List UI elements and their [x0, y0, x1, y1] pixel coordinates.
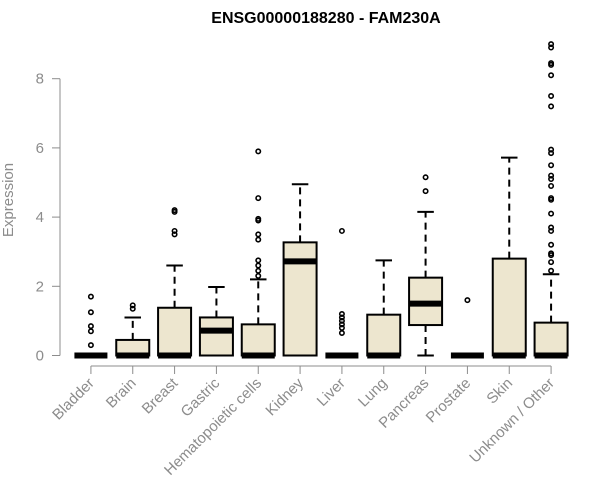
outlier-point [171, 207, 178, 214]
x-tick-label: Liver [314, 375, 349, 410]
y-tick-label: 4 [36, 209, 44, 226]
x-tick-label: Bladder [49, 375, 98, 424]
outlier-point [338, 310, 345, 317]
y-axis: 0 2 4 6 8 [36, 71, 61, 365]
box-iqr [198, 316, 234, 357]
outlier-point [464, 297, 471, 304]
box-lung [366, 259, 402, 359]
outlier-point [338, 324, 345, 331]
outlier-point [548, 44, 555, 51]
outlier-point [548, 210, 555, 217]
outlier-point [338, 314, 345, 321]
outlier-point [129, 305, 136, 312]
outlier-point [255, 195, 262, 202]
outlier-point [255, 231, 262, 238]
box-unknown-other [533, 41, 569, 359]
outlier-point [548, 241, 555, 248]
outlier-point [548, 182, 555, 189]
outlier-point [87, 323, 94, 330]
outlier-point [255, 215, 262, 222]
outlier-point [129, 302, 136, 309]
box-bladder [74, 293, 108, 359]
outlier-point [338, 227, 345, 234]
outlier-point [87, 293, 94, 300]
outlier-point [338, 330, 345, 337]
box-iqr [157, 306, 193, 357]
x-tick-label: Brain [103, 375, 140, 412]
outlier-point [255, 267, 262, 274]
box-iqr [366, 313, 402, 357]
outlier-point [548, 93, 555, 100]
y-tick-label: 6 [36, 140, 44, 157]
outlier-point [548, 41, 555, 48]
outlier-point [548, 267, 555, 274]
y-tick-label: 2 [36, 278, 44, 295]
outlier-point [338, 317, 345, 324]
chart-title: ENSG00000188280 - FAM230A [211, 10, 441, 27]
box-iqr [491, 257, 527, 357]
outlier-point [548, 195, 555, 202]
box-liver [325, 227, 359, 359]
outlier-point [422, 188, 429, 195]
box-hematopoietic-cells [240, 148, 276, 359]
outlier-point [171, 231, 178, 238]
outlier-point [548, 103, 555, 110]
x-tick-label: Prostate [423, 375, 475, 427]
outlier-point [255, 236, 262, 243]
outlier-point [255, 272, 262, 279]
box-gastric [198, 285, 234, 357]
x-tick-label: Kidney [262, 374, 307, 419]
outlier-point [548, 146, 555, 153]
x-tick-label: Skin [483, 375, 516, 408]
box-kidney [282, 183, 318, 357]
box-brain [115, 302, 151, 359]
outlier-point [548, 176, 555, 183]
box-prostate [450, 297, 484, 359]
outlier-point [548, 172, 555, 179]
box-breast [157, 207, 193, 359]
y-tick-label: 0 [36, 348, 44, 365]
outlier-point [548, 72, 555, 79]
outlier-point [171, 227, 178, 234]
outlier-point [255, 257, 262, 264]
outlier-point [255, 148, 262, 155]
box-iqr [533, 321, 569, 357]
box-series [74, 41, 569, 359]
box-pancreas [408, 174, 444, 357]
outlier-point [548, 227, 555, 234]
x-tick-label: Lung [355, 375, 391, 411]
outlier-point [422, 174, 429, 181]
outlier-point [548, 162, 555, 169]
box-iqr [240, 323, 276, 357]
outlier-point [548, 60, 555, 67]
x-tick-label: Breast [139, 374, 182, 417]
outlier-point [548, 250, 555, 257]
outlier-point [87, 328, 94, 335]
box-skin [491, 156, 527, 359]
outlier-point [87, 342, 94, 349]
outlier-point [548, 259, 555, 266]
outlier-point [87, 309, 94, 316]
y-axis-label: Expression [0, 163, 17, 237]
outlier-point [255, 262, 262, 269]
y-tick-label: 8 [36, 71, 44, 88]
outlier-point [548, 150, 555, 157]
outlier-point [338, 321, 345, 328]
outlier-point [548, 224, 555, 231]
